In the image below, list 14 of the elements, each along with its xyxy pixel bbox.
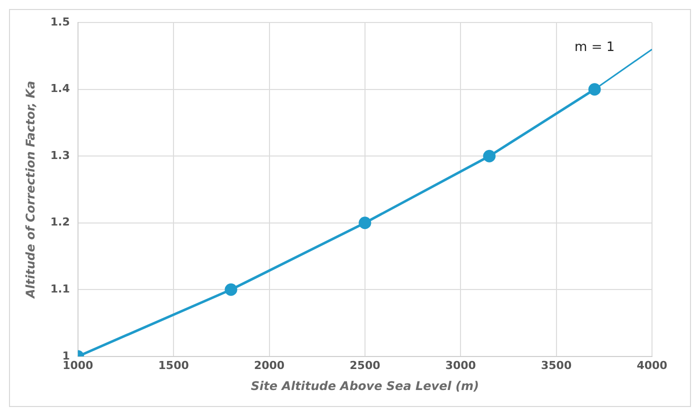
y-tick-label: 1.2 bbox=[50, 216, 70, 229]
x-axis-title: Site Altitude Above Sea Level (m) bbox=[250, 378, 479, 393]
x-tick-label: 3000 bbox=[445, 358, 476, 372]
annotation: m = 1 bbox=[574, 40, 615, 55]
y-tick-label: 1.5 bbox=[50, 15, 70, 28]
x-tick-label: 4000 bbox=[636, 358, 668, 372]
y-tick-label: 1.3 bbox=[50, 148, 70, 162]
x-tick-label: 1500 bbox=[158, 358, 190, 372]
x-tick-label: 3500 bbox=[541, 358, 572, 372]
x-tick-label: 2500 bbox=[350, 358, 381, 372]
y-tick-label: 1.1 bbox=[50, 282, 70, 296]
y-axis-title: Altitude of Correction Factor, Ka bbox=[23, 80, 38, 300]
x-tick-label: 2000 bbox=[254, 358, 285, 372]
y-tick-label: 1.4 bbox=[50, 82, 70, 96]
